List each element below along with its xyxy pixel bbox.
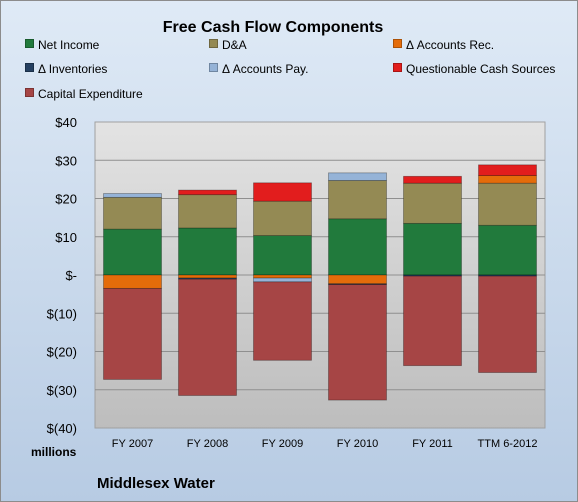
legend-swatch — [25, 63, 34, 72]
legend-swatch — [393, 63, 402, 72]
legend-label: Δ Accounts Rec. — [406, 38, 495, 52]
legend-swatch — [393, 39, 402, 48]
x-tick-label: FY 2009 — [262, 438, 303, 450]
unit-label: millions — [31, 445, 77, 459]
x-tick-label: FY 2007 — [112, 438, 153, 450]
bar-segment — [328, 284, 387, 401]
y-tick-label: $10 — [55, 230, 77, 245]
bar-segment — [253, 281, 312, 361]
legend-item: Questionable Cash Sources — [393, 62, 555, 76]
legend-item: Δ Inventories — [25, 62, 107, 76]
bar-segment — [178, 274, 237, 279]
x-tick-label: FY 2008 — [187, 438, 228, 450]
bar-segment — [178, 194, 237, 229]
bar-segment — [253, 277, 312, 283]
bar-segment — [328, 172, 387, 181]
y-tick-label: $(20) — [47, 345, 77, 360]
bar-segment — [403, 175, 462, 184]
bar-segment — [178, 278, 237, 396]
legend-label: Questionable Cash Sources — [406, 62, 556, 76]
bar-segment — [328, 180, 387, 220]
y-axis-ticks: $40 $30 $20 $10 $- $(10) $(20) $(30) $(40) — [47, 115, 77, 436]
bar-segment — [253, 274, 312, 279]
legend-item: Δ Accounts Rec. — [393, 38, 494, 52]
bar-segment — [253, 235, 312, 276]
grid-lines — [95, 159, 545, 391]
bar-segment — [103, 228, 162, 276]
y-tick-label: $(40) — [47, 421, 77, 436]
bar-segment — [103, 196, 162, 230]
bar-segment — [478, 224, 537, 276]
bars — [103, 164, 537, 401]
bar-segment — [478, 175, 537, 184]
bar-segment — [103, 193, 162, 198]
bar-segment — [178, 227, 237, 276]
legend-swatch — [209, 63, 218, 72]
company-label: Middlesex Water — [97, 475, 215, 492]
legend-swatch — [25, 88, 34, 97]
bar-segment — [103, 274, 162, 289]
y-tick-label: $(10) — [47, 306, 77, 321]
bar-segment — [253, 200, 312, 237]
bar-segment — [253, 182, 312, 202]
x-axis-ticks: FY 2007 FY 2008 FY 2009 FY 2010 FY 2011 TTM 6… — [112, 438, 538, 450]
y-tick-label: $30 — [55, 153, 77, 168]
legend-label: Capital Expenditure — [38, 87, 143, 101]
bar-segment — [328, 218, 387, 276]
bar-segment — [478, 164, 537, 176]
legend-label: Δ Inventories — [38, 62, 108, 76]
bar-segment — [478, 182, 537, 226]
legend-item: Δ Accounts Pay. — [209, 62, 309, 76]
x-tick-label: TTM 6-2012 — [478, 438, 538, 450]
legend-swatch — [209, 39, 218, 48]
y-tick-label: $20 — [55, 192, 77, 207]
legend-item: Net Income — [25, 38, 99, 52]
y-tick-label: $40 — [55, 115, 77, 130]
legend-label: Δ Accounts Pay. — [222, 62, 309, 76]
legend-item: D&A — [209, 38, 247, 52]
bar-segment — [403, 222, 462, 276]
bar-segment — [403, 275, 462, 367]
y-tick-label: $- — [65, 268, 77, 283]
legend-item: Capital Expenditure — [25, 87, 143, 101]
bar-segment — [103, 287, 162, 380]
y-tick-label: $(30) — [47, 383, 77, 398]
bar-segment — [178, 189, 237, 196]
x-tick-label: FY 2011 — [412, 438, 453, 450]
bar-segment — [328, 274, 387, 285]
bar-segment — [478, 275, 537, 373]
legend-label: Net Income — [38, 38, 100, 52]
x-tick-label: FY 2010 — [337, 438, 378, 450]
bar-segment — [403, 182, 462, 224]
legend-swatch — [25, 39, 34, 48]
legend-label: D&A — [222, 38, 247, 52]
chart-title: Free Cash Flow Components — [163, 19, 384, 36]
